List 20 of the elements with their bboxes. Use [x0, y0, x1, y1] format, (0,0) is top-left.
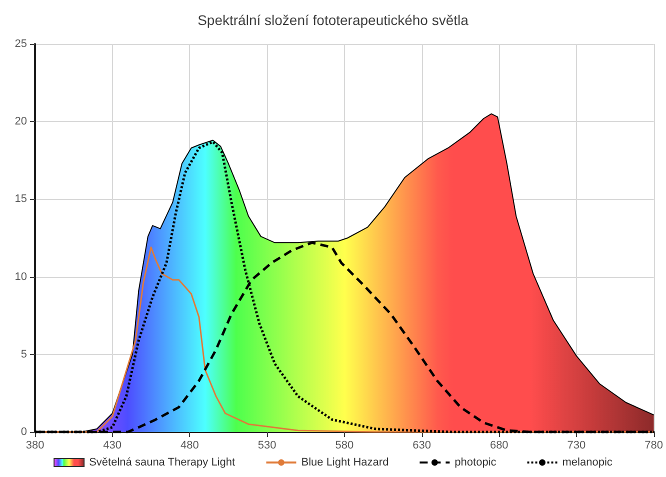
y-tick-label: 15 [14, 193, 27, 206]
y-tick-label: 0 [20, 426, 27, 438]
legend-label: photopic [454, 456, 497, 468]
x-tick-label: 630 [412, 440, 431, 452]
legend-label: melanopic [562, 456, 613, 468]
x-tick-label: 480 [180, 440, 199, 452]
x-tick-label: 530 [258, 440, 276, 452]
x-tick-label: 380 [26, 440, 44, 452]
legend-label: Světelná sauna Therapy Light [89, 456, 236, 468]
y-tick-label: 25 [14, 38, 27, 50]
x-tick-label: 680 [490, 440, 508, 452]
x-tick-label: 780 [644, 440, 664, 452]
legend-label: Blue Light Hazard [301, 456, 389, 468]
y-tick-label: 5 [20, 348, 27, 360]
x-tick-label: 730 [567, 440, 586, 452]
y-tick-label: 10 [14, 270, 27, 283]
y-tick-label: 20 [14, 116, 27, 128]
chart-title: Spektrální složení fototerapeutického světla [198, 12, 469, 28]
x-tick-label: 430 [103, 440, 122, 452]
x-tick-label: 580 [335, 440, 354, 452]
